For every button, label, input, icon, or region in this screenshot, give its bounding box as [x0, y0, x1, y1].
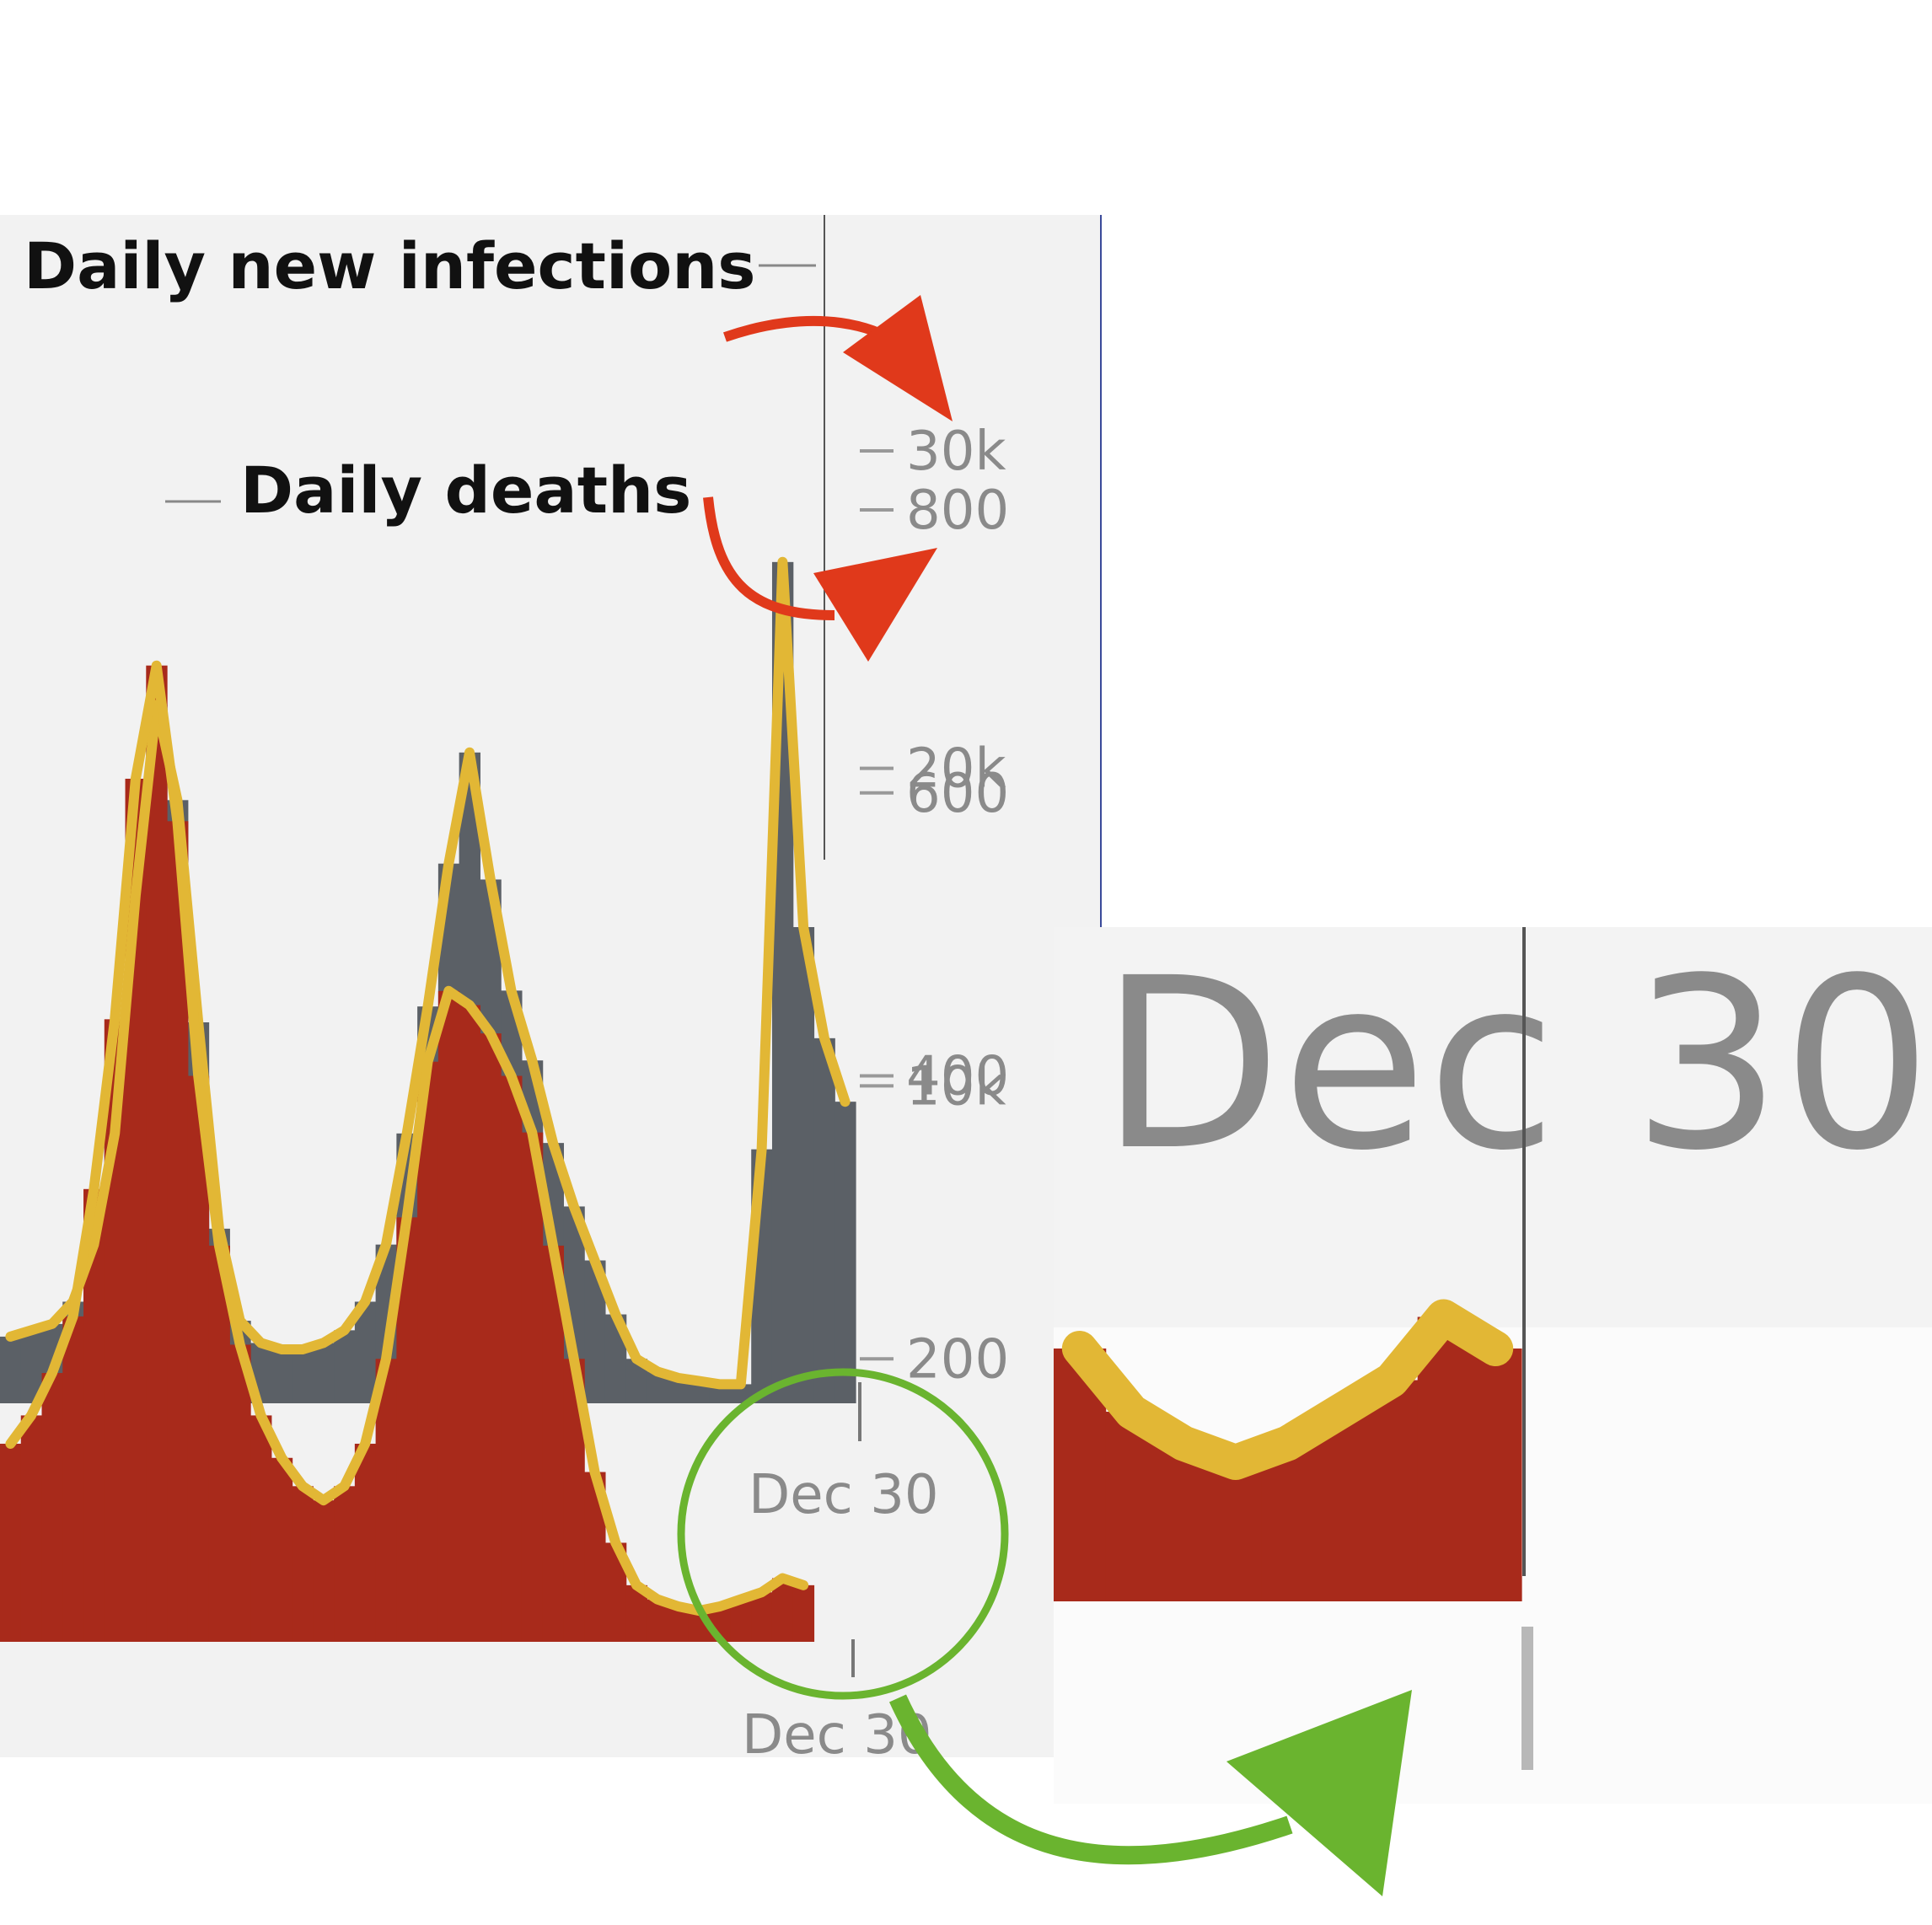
deaths-bar: [292, 1486, 314, 1642]
infections-bar: [835, 1102, 856, 1403]
zoom-deaths-bar: [1313, 1412, 1366, 1601]
deaths-bar: [792, 1585, 815, 1642]
y-axis-ticks: 30k 20k 10k 800 600 400 200: [860, 421, 1009, 1391]
curved-arrow-icon: [703, 496, 937, 662]
deaths-bar: [459, 1005, 480, 1642]
infections-title: Daily new infections: [24, 228, 756, 303]
curved-arrow-icon: [723, 295, 953, 421]
y-right-tick-label: 400: [906, 1046, 1009, 1108]
deaths-bar: [208, 1245, 230, 1642]
infections-bar: [313, 1343, 335, 1403]
x-tick-label-dec30: Dec 30: [749, 1464, 939, 1526]
deaths-bar: [437, 990, 460, 1642]
deaths-bar: [41, 1373, 63, 1642]
zoom-deaths-bar: [1157, 1443, 1210, 1601]
deaths-bar: [0, 1443, 22, 1642]
y-right-tick-label: 600: [906, 763, 1009, 825]
infections-bar: [0, 1336, 22, 1403]
zoom-inset: Dec 30: [1054, 927, 1932, 1804]
deaths-average-line: [5, 660, 809, 1617]
infections-bar: [271, 1349, 293, 1403]
deaths-bar: [480, 1033, 502, 1642]
deaths-bar: [146, 665, 168, 1642]
deaths-bar: [229, 1344, 251, 1642]
infections-average-line: [5, 556, 851, 1390]
zoom-deaths-bar: [1261, 1443, 1314, 1601]
deaths-bar: [313, 1500, 335, 1642]
infections-bar: [792, 927, 815, 1403]
deaths-bar: [354, 1443, 377, 1642]
zoom-deaths-bar: [1366, 1380, 1419, 1601]
deaths-bar: [20, 1415, 43, 1642]
deaths-bar: [271, 1457, 293, 1642]
infections-bar: [334, 1330, 356, 1403]
y-left-tick-label: 10k: [906, 1055, 1006, 1118]
infections-bar: [292, 1349, 314, 1403]
y-right-tick-label: 800: [906, 480, 1009, 542]
deaths-bar: [521, 1132, 544, 1642]
deaths-title: Daily deaths: [240, 453, 691, 528]
deaths-bar: [501, 1075, 523, 1642]
y-left-tick-label: 20k: [906, 738, 1006, 801]
zoom-axis-tick: [1521, 1627, 1533, 1770]
deaths-bar: [62, 1316, 84, 1642]
highlight-circle-icon: [677, 1368, 1009, 1700]
infections-bar: [813, 1038, 835, 1403]
zoom-deaths-bar: [1469, 1349, 1522, 1601]
deaths-bar: [751, 1592, 773, 1642]
zoom-deaths-bar: [1105, 1412, 1158, 1601]
zoom-deaths-average-line: [1061, 1299, 1514, 1480]
deaths-bar: [250, 1415, 272, 1642]
zoom-date-label: Dec 30: [1100, 928, 1932, 1203]
zoom-deaths-bar: [1210, 1462, 1263, 1601]
deaths-bar: [417, 1061, 439, 1642]
curved-arrow-icon: [888, 1690, 1412, 1896]
y-right-tick-label: 200: [906, 1328, 1009, 1391]
deaths-bar: [334, 1486, 356, 1642]
y-left-tick-label: 30k: [906, 421, 1006, 483]
